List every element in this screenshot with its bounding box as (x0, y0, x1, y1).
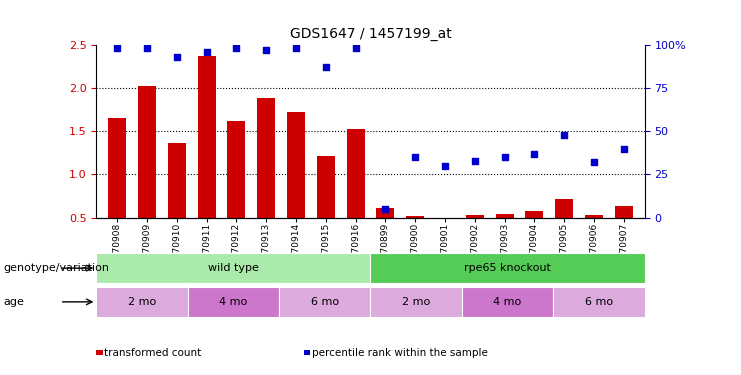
Point (230, 45, 242, 51)
Point (528, 151, 540, 157)
Bar (317, 156, 335, 218)
Bar (555, 198, 573, 217)
Bar (370, 287, 462, 317)
Point (320, 64, 332, 70)
Bar (108, 118, 126, 218)
Bar (554, 287, 645, 317)
Text: rpe65 knockout: rpe65 knockout (464, 263, 551, 273)
Bar (462, 287, 554, 317)
Bar (279, 287, 370, 317)
Bar (198, 56, 216, 217)
Bar (347, 129, 365, 217)
Text: genotype/variation: genotype/variation (4, 263, 110, 273)
Bar (615, 206, 633, 218)
Point (350, 45, 362, 51)
Text: age: age (4, 297, 24, 307)
Point (260, 47, 272, 53)
Point (469, 158, 481, 164)
Bar (168, 143, 186, 218)
Point (409, 154, 421, 160)
Bar (496, 214, 514, 217)
Bar (257, 99, 275, 218)
Bar (406, 216, 424, 217)
Point (111, 45, 123, 51)
Point (439, 163, 451, 169)
Point (499, 154, 511, 160)
Title: GDS1647 / 1457199_at: GDS1647 / 1457199_at (290, 27, 451, 41)
Text: 4 mo: 4 mo (219, 297, 247, 307)
Point (379, 206, 391, 212)
Text: 6 mo: 6 mo (310, 297, 339, 307)
Point (171, 54, 183, 60)
Point (290, 45, 302, 51)
Bar (370, 253, 645, 283)
Bar (96, 287, 187, 317)
Bar (585, 215, 603, 217)
Text: percentile rank within the sample: percentile rank within the sample (312, 348, 488, 357)
Text: wild type: wild type (208, 263, 259, 273)
Point (558, 132, 570, 138)
Point (618, 146, 630, 152)
Bar (525, 211, 543, 217)
Text: 2 mo: 2 mo (128, 297, 156, 307)
Bar (227, 121, 245, 218)
Point (588, 159, 600, 165)
Bar (138, 86, 156, 218)
Point (141, 45, 153, 51)
Text: 6 mo: 6 mo (585, 297, 613, 307)
Bar (466, 215, 484, 217)
Bar (187, 287, 279, 317)
Bar (376, 208, 394, 218)
Text: transformed count: transformed count (104, 348, 202, 357)
Text: 2 mo: 2 mo (402, 297, 431, 307)
Bar (96, 253, 370, 283)
Text: 4 mo: 4 mo (494, 297, 522, 307)
Bar (287, 112, 305, 218)
Point (201, 49, 213, 55)
